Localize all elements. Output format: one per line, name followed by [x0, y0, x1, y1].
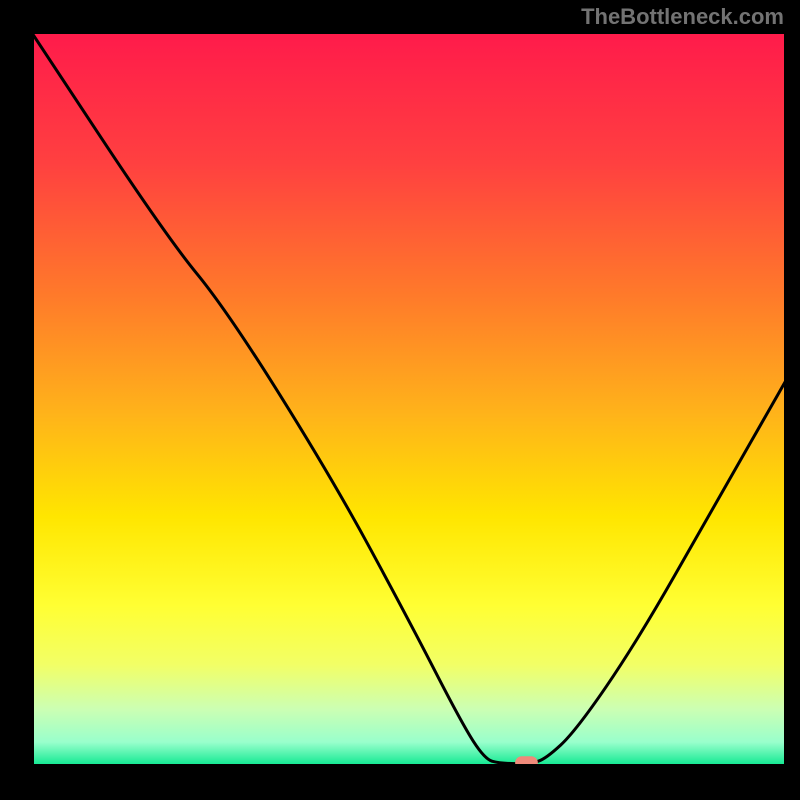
gradient-background	[30, 30, 788, 768]
bottleneck-curve-chart	[0, 0, 800, 800]
chart-frame: TheBottleneck.com	[0, 0, 800, 800]
optimum-marker	[515, 756, 538, 769]
watermark-text: TheBottleneck.com	[581, 4, 784, 30]
